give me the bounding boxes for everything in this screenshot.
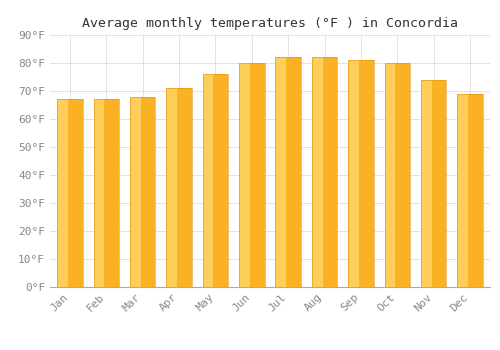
Bar	[384, 63, 395, 287]
Bar	[421, 80, 446, 287]
Bar	[312, 57, 338, 287]
Bar	[68, 99, 82, 287]
Bar	[104, 99, 119, 287]
Bar	[468, 94, 482, 287]
Bar	[384, 63, 410, 287]
Bar	[166, 88, 192, 287]
Bar	[214, 74, 228, 287]
Bar	[395, 63, 410, 287]
Bar	[94, 99, 119, 287]
Bar	[458, 94, 468, 287]
Bar	[458, 94, 482, 287]
Bar	[432, 80, 446, 287]
Bar	[130, 97, 156, 287]
Bar	[322, 57, 338, 287]
Bar	[177, 88, 192, 287]
Bar	[202, 74, 228, 287]
Bar	[286, 57, 301, 287]
Bar	[348, 60, 374, 287]
Bar	[94, 99, 104, 287]
Bar	[166, 88, 177, 287]
Bar	[312, 57, 322, 287]
Bar	[239, 63, 264, 287]
Bar	[276, 57, 286, 287]
Bar	[239, 63, 250, 287]
Bar	[130, 97, 140, 287]
Title: Average monthly temperatures (°F ) in Concordia: Average monthly temperatures (°F ) in Co…	[82, 17, 458, 30]
Bar	[421, 80, 432, 287]
Bar	[58, 99, 82, 287]
Bar	[58, 99, 68, 287]
Bar	[276, 57, 301, 287]
Bar	[202, 74, 213, 287]
Bar	[250, 63, 264, 287]
Bar	[348, 60, 359, 287]
Bar	[140, 97, 156, 287]
Bar	[359, 60, 374, 287]
